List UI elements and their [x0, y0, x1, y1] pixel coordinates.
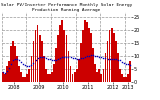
- Bar: [125, 77, 127, 82]
- Bar: [84, 20, 86, 82]
- Bar: [113, 33, 115, 82]
- Bar: [78, 59, 80, 82]
- Bar: [109, 30, 110, 82]
- Bar: [14, 46, 16, 82]
- Bar: [117, 54, 119, 82]
- Bar: [24, 77, 26, 82]
- Bar: [94, 64, 96, 82]
- Bar: [111, 28, 112, 82]
- Bar: [59, 25, 61, 82]
- Bar: [119, 69, 121, 82]
- Bar: [70, 66, 71, 82]
- Bar: [18, 66, 20, 82]
- Bar: [105, 54, 106, 82]
- Bar: [26, 74, 28, 82]
- Bar: [12, 40, 14, 82]
- Bar: [121, 74, 123, 82]
- Bar: [39, 35, 40, 82]
- Bar: [33, 40, 34, 82]
- Bar: [82, 30, 84, 82]
- Bar: [103, 69, 104, 82]
- Bar: [41, 40, 43, 82]
- Bar: [22, 77, 24, 82]
- Bar: [16, 56, 18, 82]
- Bar: [68, 51, 69, 82]
- Bar: [57, 35, 59, 82]
- Bar: [31, 56, 32, 82]
- Bar: [76, 69, 78, 82]
- Bar: [92, 48, 94, 82]
- Bar: [10, 46, 12, 82]
- Bar: [49, 74, 51, 82]
- Bar: [61, 20, 63, 82]
- Bar: [107, 40, 108, 82]
- Bar: [53, 64, 55, 82]
- Bar: [115, 40, 117, 82]
- Bar: [127, 74, 129, 82]
- Bar: [88, 28, 90, 82]
- Bar: [98, 69, 100, 82]
- Bar: [55, 48, 57, 82]
- Bar: [72, 74, 73, 82]
- Bar: [28, 69, 30, 82]
- Bar: [123, 77, 125, 82]
- Bar: [2, 72, 4, 82]
- Bar: [96, 72, 98, 82]
- Bar: [86, 22, 88, 82]
- Bar: [43, 56, 45, 82]
- Bar: [66, 35, 67, 82]
- Bar: [45, 69, 47, 82]
- Bar: [80, 43, 82, 82]
- Bar: [74, 72, 76, 82]
- Bar: [35, 30, 36, 82]
- Bar: [6, 66, 8, 82]
- Title: Solar PV/Inverter Performance Monthly Solar Energy Production Running Average: Solar PV/Inverter Performance Monthly So…: [1, 3, 132, 12]
- Bar: [4, 74, 6, 82]
- Bar: [37, 25, 38, 82]
- Bar: [8, 61, 10, 82]
- Bar: [90, 33, 92, 82]
- Bar: [64, 30, 65, 82]
- Bar: [20, 72, 22, 82]
- Bar: [47, 74, 49, 82]
- Bar: [129, 61, 131, 82]
- Bar: [51, 72, 53, 82]
- Bar: [100, 74, 102, 82]
